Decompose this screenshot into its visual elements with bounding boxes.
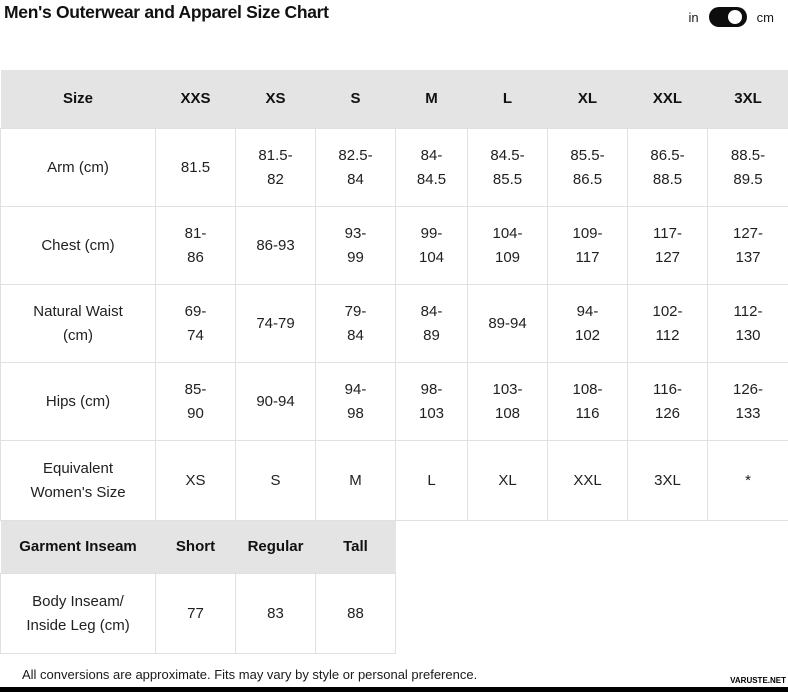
table-cell: XL: [467, 440, 548, 521]
column-header-short: Short: [155, 520, 236, 574]
table-cell: 103- 108: [467, 362, 548, 441]
row-label: Natural Waist (cm): [0, 284, 156, 363]
table-cell: XS: [155, 440, 236, 521]
page-title: Men's Outerwear and Apparel Size Chart: [4, 2, 329, 22]
table-row-hips: Hips (cm) 85- 90 90-94 94- 98 98- 103 10…: [0, 362, 788, 441]
table-cell: 126- 133: [707, 362, 788, 441]
column-header-3xl: 3XL: [707, 70, 788, 129]
table-cell: 85- 90: [155, 362, 236, 441]
column-header-xxs: XXS: [155, 70, 236, 129]
table-cell: 109- 117: [547, 206, 628, 285]
table-cell: 84- 84.5: [395, 128, 468, 207]
table-cell: 94- 98: [315, 362, 396, 441]
table-cell: S: [235, 440, 316, 521]
empty-area: [395, 573, 788, 654]
table-cell: 104- 109: [467, 206, 548, 285]
row-label: Equivalent Women's Size: [0, 440, 156, 521]
bottom-black-strip: [0, 687, 788, 692]
unit-label-cm[interactable]: cm: [756, 9, 774, 25]
column-header-s: S: [315, 70, 396, 129]
table-cell: 89-94: [467, 284, 548, 363]
column-header-xs: XS: [235, 70, 316, 129]
column-header-tall: Tall: [315, 520, 396, 574]
table-header-row: Size XXS XS S M L XL XXL 3XL: [0, 70, 788, 129]
table-cell: 84- 89: [395, 284, 468, 363]
table-cell: 93- 99: [315, 206, 396, 285]
toggle-knob-icon: [727, 10, 742, 24]
table-cell: 81- 86: [155, 206, 236, 285]
row-label: Chest (cm): [0, 206, 156, 285]
table-cell: 83: [235, 573, 316, 654]
table-cell: XXL: [547, 440, 628, 521]
table-row-body-inseam: Body Inseam/ Inside Leg (cm) 77 83 88: [0, 573, 788, 654]
inseam-header-row: Garment Inseam Short Regular Tall: [0, 520, 788, 574]
table-cell: 99- 104: [395, 206, 468, 285]
unit-toggle[interactable]: [708, 7, 747, 27]
table-cell: 74-79: [235, 284, 316, 363]
table-cell: 86.5- 88.5: [627, 128, 708, 207]
column-header-regular: Regular: [235, 520, 316, 574]
table-cell: 85.5- 86.5: [547, 128, 628, 207]
table-cell: 98- 103: [395, 362, 468, 441]
table-cell: *: [707, 440, 788, 521]
table-cell: 127- 137: [707, 206, 788, 285]
row-label: Body Inseam/ Inside Leg (cm): [0, 573, 156, 654]
column-header-l: L: [467, 70, 548, 129]
conversions-footnote: All conversions are approximate. Fits ma…: [22, 667, 478, 682]
column-header-size: Size: [0, 70, 156, 129]
table-cell: 117- 127: [627, 206, 708, 285]
table-cell: 69- 74: [155, 284, 236, 363]
page-header: Men's Outerwear and Apparel Size Chart i…: [0, 0, 788, 32]
table-cell: 77: [155, 573, 236, 654]
table-cell: 94- 102: [547, 284, 628, 363]
table-cell: 88: [315, 573, 396, 654]
table-cell: M: [315, 440, 396, 521]
column-header-m: M: [395, 70, 468, 129]
table-cell: 116- 126: [627, 362, 708, 441]
table-cell: 88.5- 89.5: [707, 128, 788, 207]
table-cell: L: [395, 440, 468, 521]
column-header-xxl: XXL: [627, 70, 708, 129]
unit-label-in[interactable]: in: [688, 9, 699, 25]
table-cell: 112- 130: [707, 284, 788, 363]
size-chart-table: Size XXS XS S M L XL XXL 3XL Arm (cm) 81…: [0, 70, 788, 654]
table-cell: 102- 112: [627, 284, 708, 363]
table-cell: 84.5- 85.5: [467, 128, 548, 207]
row-label: Arm (cm): [0, 128, 156, 207]
column-header-xl: XL: [547, 70, 628, 129]
table-cell: 81.5: [155, 128, 236, 207]
table-row-natural-waist: Natural Waist (cm) 69- 74 74-79 79- 84 8…: [0, 284, 788, 363]
table-row-womens-size: Equivalent Women's Size XS S M L XL XXL …: [0, 440, 788, 521]
table-cell: 3XL: [627, 440, 708, 521]
table-cell: 108- 116: [547, 362, 628, 441]
unit-switch: in cm: [689, 7, 774, 27]
column-header-garment-inseam: Garment Inseam: [0, 520, 156, 574]
row-label: Hips (cm): [0, 362, 156, 441]
table-cell: 86-93: [235, 206, 316, 285]
empty-area: [395, 520, 788, 574]
table-cell: 82.5- 84: [315, 128, 396, 207]
table-cell: 79- 84: [315, 284, 396, 363]
table-cell: 81.5- 82: [235, 128, 316, 207]
table-row-chest: Chest (cm) 81- 86 86-93 93- 99 99- 104 1…: [0, 206, 788, 285]
watermark: VARUSTE.NET: [730, 676, 786, 685]
table-row-arm: Arm (cm) 81.5 81.5- 82 82.5- 84 84- 84.5…: [0, 128, 788, 207]
table-cell: 90-94: [235, 362, 316, 441]
